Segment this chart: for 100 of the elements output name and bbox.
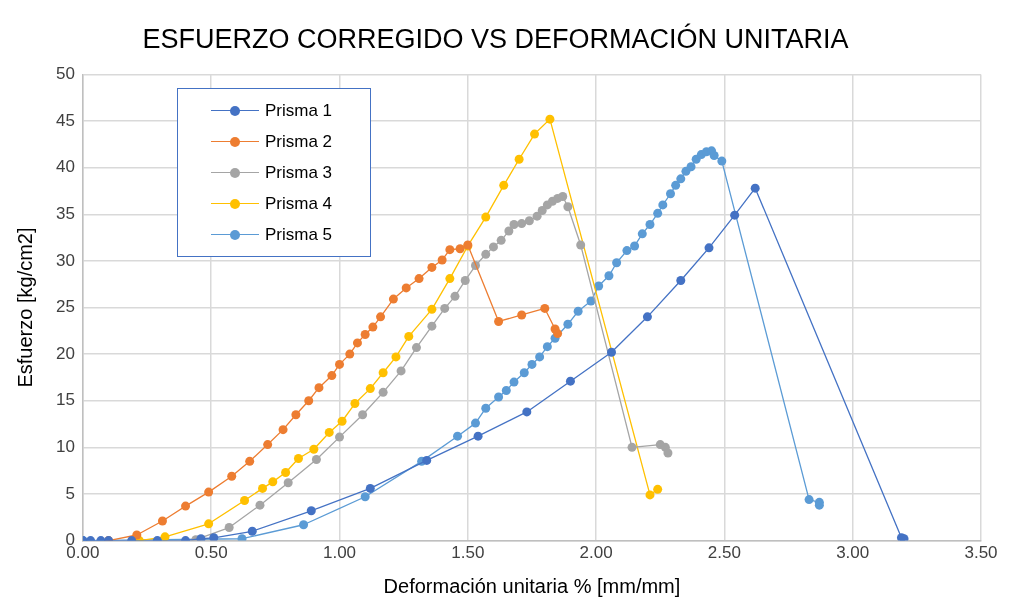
point — [304, 396, 314, 406]
point — [291, 410, 301, 420]
point — [255, 500, 265, 510]
point — [576, 240, 586, 250]
point — [427, 321, 437, 331]
point — [517, 310, 527, 320]
point — [750, 183, 760, 193]
point — [527, 359, 537, 369]
point — [365, 384, 375, 394]
point — [517, 219, 527, 229]
x-tick-label: 0.50 — [194, 543, 228, 563]
x-tick-label: 1.50 — [451, 543, 485, 563]
point — [181, 501, 191, 511]
point — [283, 478, 293, 488]
x-tick-label: 2.00 — [579, 543, 613, 563]
point — [604, 271, 614, 281]
point — [524, 216, 534, 226]
point — [160, 532, 170, 541]
point — [522, 407, 532, 417]
chart-title: ESFUERZO CORREGIDO VS DEFORMACIÓN UNITARIA — [142, 22, 849, 54]
y-tick-label: 45 — [55, 110, 75, 130]
point — [204, 487, 214, 497]
point — [401, 283, 411, 293]
point — [563, 319, 573, 329]
point — [411, 343, 421, 353]
x-tick-label: 2.50 — [707, 543, 741, 563]
point — [247, 526, 257, 536]
point — [653, 208, 663, 218]
y-tick-label: 15 — [55, 390, 75, 410]
point — [263, 440, 273, 450]
legend-label: Prisma 2 — [265, 131, 333, 152]
point — [360, 330, 370, 340]
y-tick-label: 25 — [55, 297, 75, 317]
point — [455, 244, 465, 254]
point — [224, 523, 234, 533]
point — [530, 129, 540, 139]
point — [666, 189, 676, 199]
point — [204, 519, 214, 529]
point — [358, 410, 368, 420]
y-tick-label: 20 — [55, 343, 75, 363]
point — [671, 180, 681, 190]
point — [227, 471, 237, 481]
point — [314, 383, 324, 393]
point — [663, 448, 673, 458]
point — [324, 427, 334, 437]
point — [157, 516, 167, 526]
point — [427, 304, 437, 314]
point — [196, 534, 206, 541]
y-tick-label: 35 — [55, 203, 75, 223]
point — [573, 306, 583, 316]
point — [368, 322, 378, 332]
point — [494, 392, 504, 402]
point — [658, 200, 668, 210]
point — [630, 241, 640, 251]
point — [309, 444, 319, 454]
x-tick-label: 1.00 — [322, 543, 357, 563]
point — [350, 399, 360, 409]
point — [365, 483, 375, 493]
point — [345, 349, 355, 359]
point — [540, 303, 550, 313]
point — [481, 249, 491, 259]
point — [537, 206, 547, 216]
point — [258, 483, 268, 493]
point — [704, 243, 714, 253]
point — [440, 303, 450, 313]
point — [396, 366, 406, 376]
point — [481, 212, 491, 222]
point — [653, 484, 663, 494]
point — [627, 442, 637, 452]
point — [352, 338, 362, 348]
point — [622, 246, 632, 256]
point — [565, 376, 575, 386]
point — [337, 416, 347, 426]
point — [563, 202, 573, 212]
point — [306, 506, 316, 516]
point — [499, 180, 509, 190]
point — [645, 490, 655, 500]
legend-label: Prisma 5 — [265, 224, 333, 245]
x-tick-label: 3.50 — [964, 543, 998, 563]
y-axis-title: Esfuerzo [kg/cm2] — [13, 227, 36, 388]
point — [535, 352, 545, 362]
point — [645, 220, 655, 230]
point — [709, 151, 719, 161]
point — [676, 275, 686, 285]
point — [558, 192, 568, 202]
point — [376, 312, 386, 322]
point — [519, 368, 529, 378]
point — [245, 456, 255, 466]
point — [545, 114, 555, 124]
point — [427, 262, 437, 272]
point — [360, 492, 370, 502]
point — [311, 454, 321, 464]
point — [501, 385, 511, 395]
point — [494, 316, 504, 326]
point — [388, 294, 398, 304]
y-tick-label: 40 — [55, 157, 75, 177]
point — [686, 162, 696, 172]
point — [414, 274, 424, 284]
point — [268, 477, 278, 487]
point — [437, 255, 447, 265]
